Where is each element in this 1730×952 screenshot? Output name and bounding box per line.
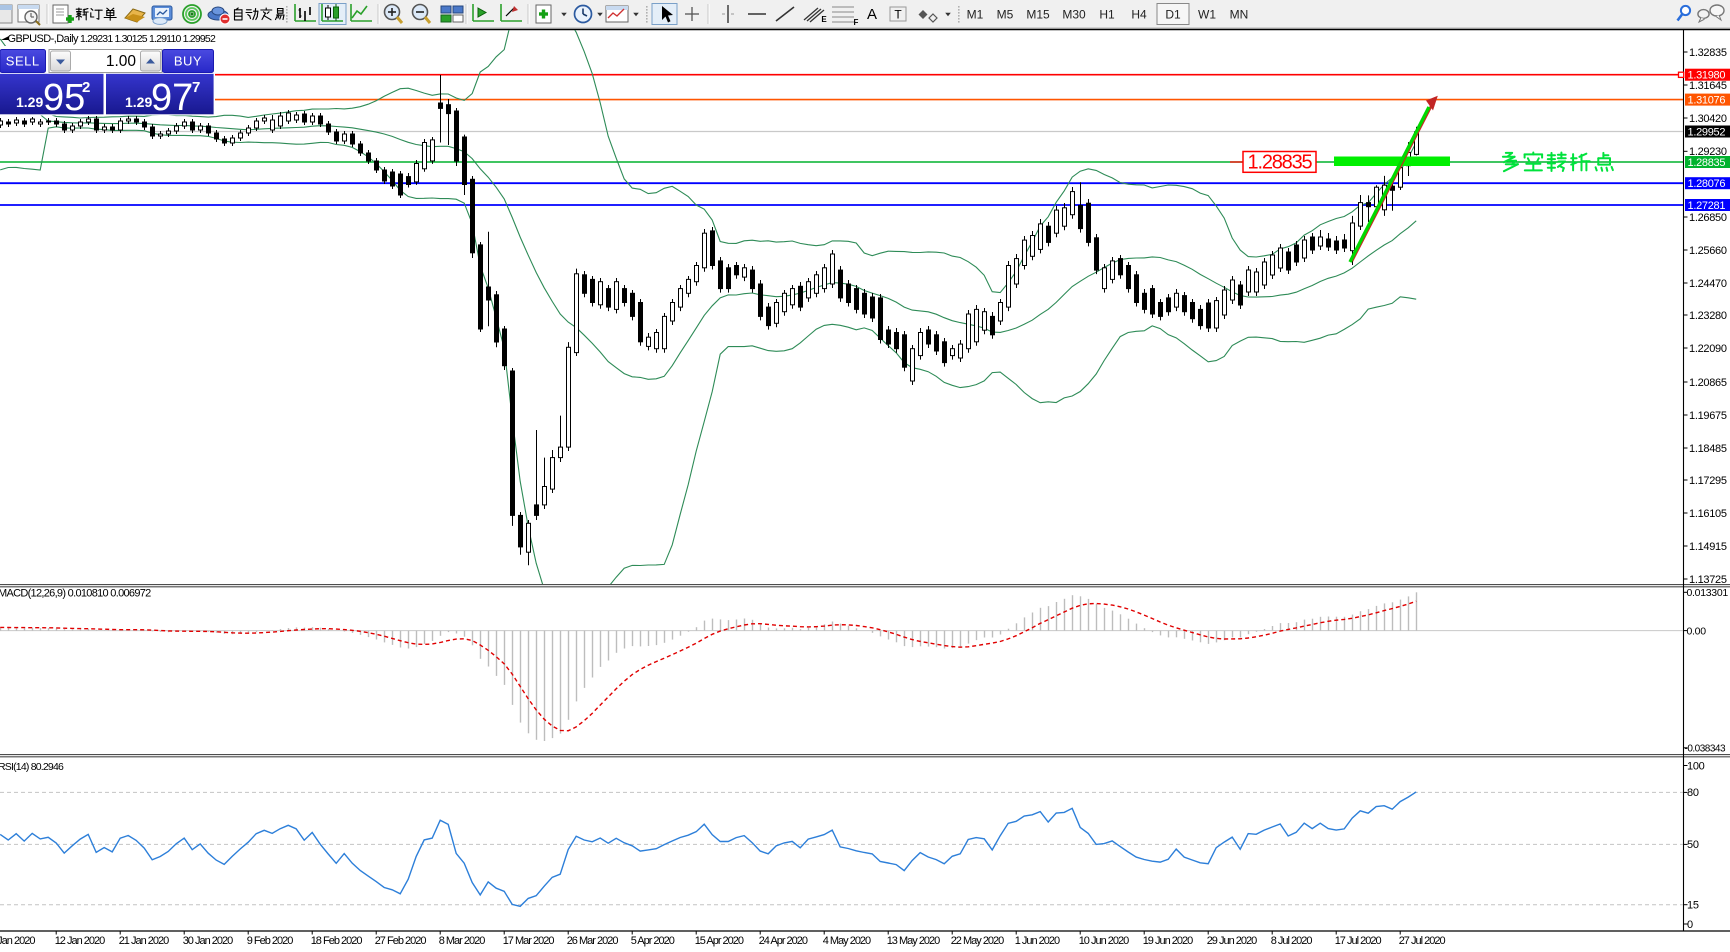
- svg-text:BUY: BUY: [174, 54, 202, 69]
- svg-text:30 Jan 2020: 30 Jan 2020: [183, 935, 233, 947]
- svg-text:1.25660: 1.25660: [1689, 245, 1727, 257]
- svg-text:80: 80: [1687, 787, 1699, 799]
- svg-text:1.18485: 1.18485: [1689, 443, 1727, 455]
- svg-text:1.20865: 1.20865: [1689, 377, 1727, 389]
- svg-text:0.00: 0.00: [1687, 625, 1707, 637]
- svg-text:1.23280: 1.23280: [1689, 310, 1727, 322]
- svg-text:1.19675: 1.19675: [1689, 410, 1727, 422]
- svg-text:M15: M15: [1026, 8, 1050, 22]
- svg-text:7: 7: [192, 79, 200, 96]
- svg-text:12 Jan 2020: 12 Jan 2020: [55, 935, 105, 947]
- svg-text:21 Jan 2020: 21 Jan 2020: [119, 935, 169, 947]
- svg-text:17 Jul 2020: 17 Jul 2020: [1335, 935, 1382, 947]
- svg-text:24 Apr 2020: 24 Apr 2020: [759, 935, 808, 947]
- svg-text:1.32835: 1.32835: [1689, 47, 1727, 59]
- svg-text:27 Jul 2020: 27 Jul 2020: [1399, 935, 1446, 947]
- svg-text:D1: D1: [1165, 8, 1181, 22]
- svg-text:MN: MN: [1230, 8, 1249, 22]
- svg-text:2 Jan 2020: 2 Jan 2020: [0, 935, 35, 947]
- svg-text:1.29: 1.29: [16, 94, 43, 110]
- svg-text:1.29230: 1.29230: [1689, 146, 1727, 158]
- svg-text:T: T: [894, 8, 902, 22]
- svg-text:1.29: 1.29: [125, 94, 152, 110]
- svg-text:E: E: [821, 15, 827, 24]
- svg-text:1.24470: 1.24470: [1689, 278, 1727, 290]
- svg-text:0: 0: [1687, 919, 1693, 931]
- svg-text:8 Mar 2020: 8 Mar 2020: [439, 935, 486, 947]
- svg-text:M1: M1: [967, 8, 984, 22]
- svg-text:29 Jun 2020: 29 Jun 2020: [1207, 935, 1257, 947]
- svg-text:27 Feb 2020: 27 Feb 2020: [375, 935, 427, 947]
- svg-text:1.28076: 1.28076: [1688, 178, 1726, 190]
- svg-text:50: 50: [1687, 839, 1699, 851]
- svg-text:1.31645: 1.31645: [1689, 80, 1727, 92]
- svg-text:F: F: [854, 18, 859, 27]
- svg-text:1.22090: 1.22090: [1689, 343, 1727, 355]
- svg-text:19 Jun 2020: 19 Jun 2020: [1143, 935, 1193, 947]
- svg-text:1.00: 1.00: [106, 53, 137, 70]
- svg-text:1.28835: 1.28835: [1688, 157, 1726, 169]
- svg-text:18 Feb 2020: 18 Feb 2020: [311, 935, 363, 947]
- svg-text:100: 100: [1687, 760, 1705, 772]
- svg-text:95: 95: [43, 77, 85, 119]
- svg-text:17 Mar 2020: 17 Mar 2020: [503, 935, 555, 947]
- svg-text:9 Feb 2020: 9 Feb 2020: [247, 935, 294, 947]
- svg-text:1.30420: 1.30420: [1689, 113, 1727, 125]
- svg-text:1.14915: 1.14915: [1689, 541, 1727, 553]
- svg-text:1.16105: 1.16105: [1689, 508, 1727, 520]
- svg-text:97: 97: [151, 77, 193, 119]
- svg-text:GBPUSD-,Daily: GBPUSD-,Daily: [8, 33, 80, 45]
- svg-text:H4: H4: [1131, 8, 1147, 22]
- svg-text:H1: H1: [1099, 8, 1115, 22]
- svg-text:A: A: [867, 6, 877, 23]
- svg-text:5 Apr 2020: 5 Apr 2020: [631, 935, 675, 947]
- svg-text:0.013301: 0.013301: [1687, 587, 1729, 599]
- svg-text:1.28835: 1.28835: [1248, 151, 1313, 173]
- svg-text:MACD(12,26,9) 0.010810 0.00697: MACD(12,26,9) 0.010810 0.006972: [0, 587, 151, 599]
- svg-text:8 Jul 2020: 8 Jul 2020: [1271, 935, 1313, 947]
- svg-text:1.31076: 1.31076: [1688, 94, 1726, 106]
- svg-text:1.26850: 1.26850: [1689, 212, 1727, 224]
- svg-text:1.29952: 1.29952: [1688, 126, 1726, 138]
- svg-text:10 Jun 2020: 10 Jun 2020: [1079, 935, 1129, 947]
- svg-text:-0.038343: -0.038343: [1685, 744, 1726, 755]
- svg-text:RSI(14) 80.2946: RSI(14) 80.2946: [0, 761, 64, 773]
- svg-text:4 May 2020: 4 May 2020: [823, 935, 871, 947]
- svg-text:26 Mar 2020: 26 Mar 2020: [567, 935, 619, 947]
- svg-text:M5: M5: [997, 8, 1014, 22]
- svg-text:1.27281: 1.27281: [1688, 200, 1726, 212]
- svg-text:13 May 2020: 13 May 2020: [887, 935, 940, 947]
- svg-text:1.13725: 1.13725: [1689, 574, 1727, 586]
- svg-text:22 May 2020: 22 May 2020: [951, 935, 1004, 947]
- svg-text:15: 15: [1687, 900, 1699, 912]
- svg-text:2: 2: [82, 79, 90, 96]
- svg-text:1.29231 1.30125 1.29110 1.2995: 1.29231 1.30125 1.29110 1.29952: [80, 33, 216, 45]
- svg-text:15 Apr 2020: 15 Apr 2020: [695, 935, 744, 947]
- svg-text:M30: M30: [1062, 8, 1086, 22]
- svg-text:1 Jun 2020: 1 Jun 2020: [1015, 935, 1060, 947]
- svg-text:W1: W1: [1198, 8, 1216, 22]
- svg-text:SELL: SELL: [6, 54, 40, 69]
- svg-text:1.31980: 1.31980: [1688, 70, 1726, 82]
- svg-text:1.17295: 1.17295: [1689, 475, 1727, 487]
